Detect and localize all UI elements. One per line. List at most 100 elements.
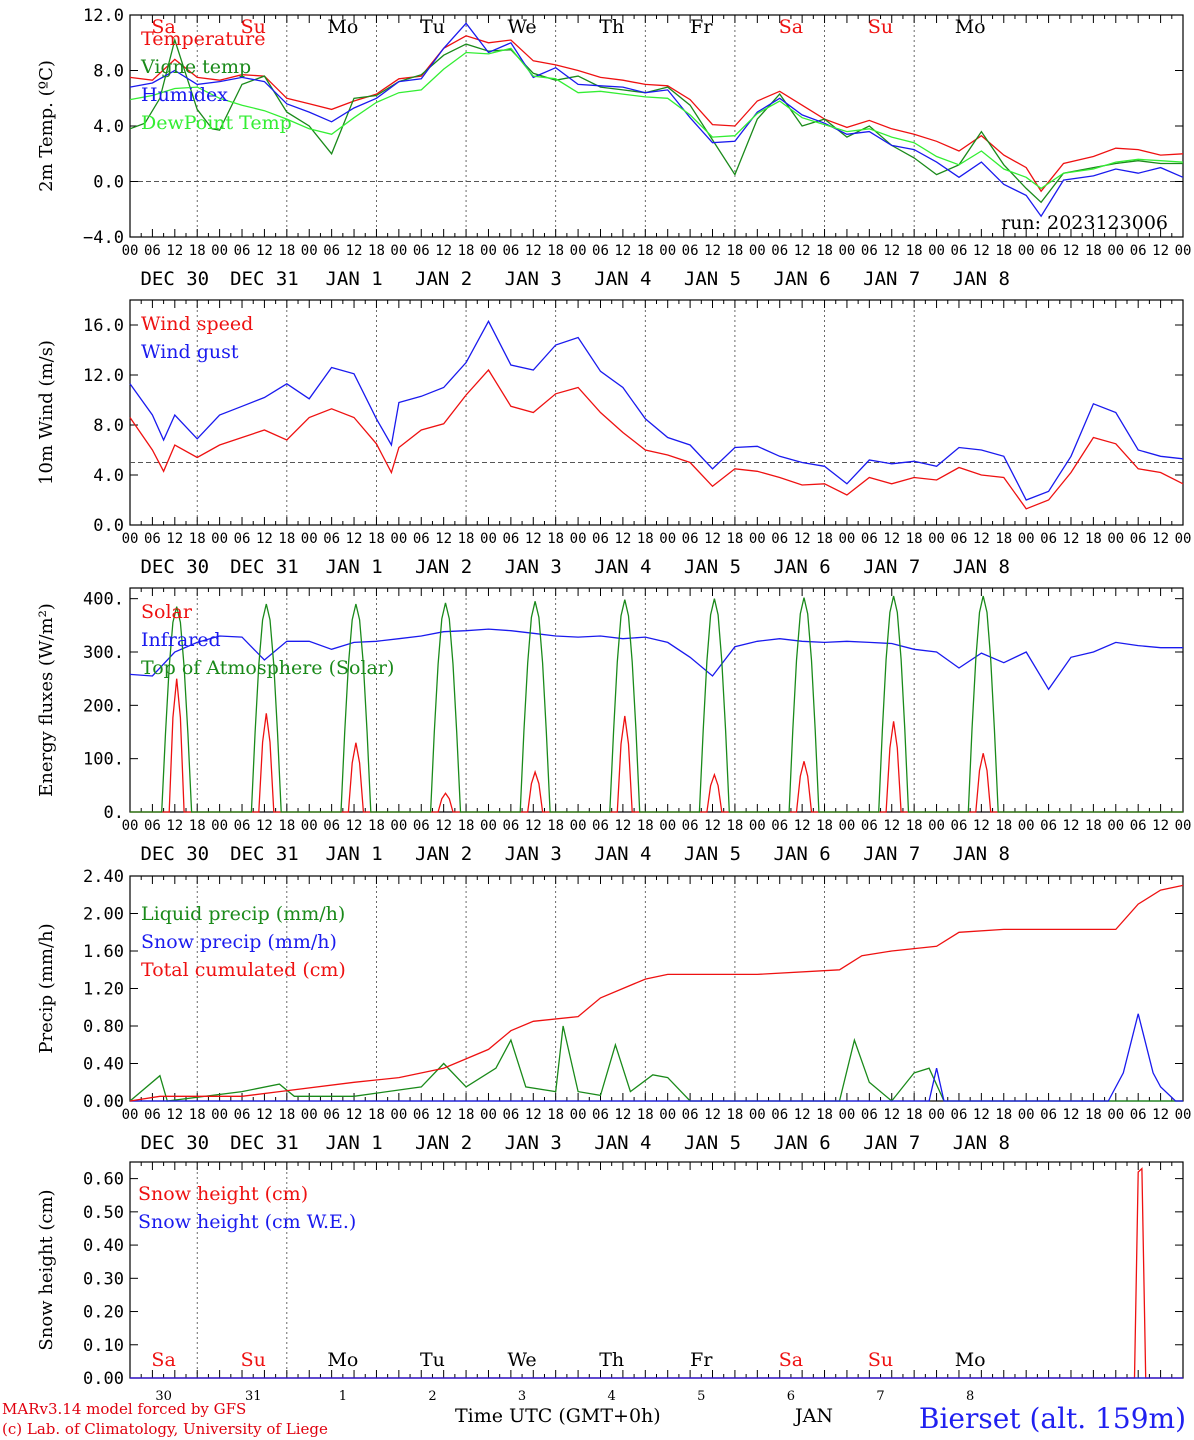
hour-tick-label: 12 bbox=[704, 531, 721, 547]
day-label: JAN 8 bbox=[953, 1132, 1010, 1154]
legend-snow-height-cm-w-e-: Snow height (cm W.E.) bbox=[138, 1211, 356, 1233]
day-label: JAN 2 bbox=[415, 556, 472, 578]
day-label: JAN 3 bbox=[505, 1132, 562, 1154]
panel-3 bbox=[129, 587, 1184, 813]
y-tick-label: 12.0 bbox=[83, 6, 124, 26]
weekday-label: Mo bbox=[955, 16, 986, 38]
hour-tick-label: 06 bbox=[1040, 531, 1057, 547]
hour-tick-label: 06 bbox=[234, 531, 251, 547]
y-axis-label: Energy fluxes (W/m²) bbox=[36, 603, 57, 797]
hour-tick-label: 12 bbox=[166, 243, 183, 259]
weekday-label: Sa bbox=[151, 1349, 175, 1371]
legend-solar: Solar bbox=[141, 601, 193, 623]
hour-tick-label: 06 bbox=[861, 243, 878, 259]
hour-tick-label: 00 bbox=[1107, 1107, 1124, 1123]
hour-tick-label: 18 bbox=[726, 531, 743, 547]
y-tick-label: 12.0 bbox=[83, 366, 124, 386]
legend-vigne-temp: Vigne temp bbox=[140, 56, 251, 78]
y-tick-label: 100. bbox=[83, 750, 124, 770]
hour-tick-label: 12 bbox=[166, 1107, 183, 1123]
hour-tick-label: 12 bbox=[166, 818, 183, 834]
weekday-label: We bbox=[507, 1349, 536, 1371]
hour-tick-label: 18 bbox=[278, 818, 295, 834]
weekday-label: Su bbox=[241, 16, 266, 38]
hour-tick-label: 18 bbox=[368, 531, 385, 547]
y-axis-label: 10m Wind (m/s) bbox=[36, 340, 57, 485]
hour-tick-label: 06 bbox=[413, 818, 430, 834]
x-axis-label: Time UTC (GMT+0h) bbox=[455, 1405, 661, 1427]
hour-tick-label: 06 bbox=[682, 1107, 699, 1123]
hour-tick-label: 00 bbox=[211, 1107, 228, 1123]
hour-tick-label: 12 bbox=[973, 531, 990, 547]
hour-tick-label: 18 bbox=[816, 818, 833, 834]
day-label: JAN 4 bbox=[594, 843, 651, 865]
hour-tick-label: 18 bbox=[1085, 243, 1102, 259]
day-label: JAN 6 bbox=[774, 1132, 831, 1154]
y-tick-label: 300. bbox=[83, 643, 124, 663]
bottom-day-number: 31 bbox=[245, 1389, 262, 1404]
hour-tick-label: 18 bbox=[816, 1107, 833, 1123]
weekday-label: Tu bbox=[420, 1349, 445, 1371]
hour-tick-label: 18 bbox=[637, 1107, 654, 1123]
hour-tick-label: 18 bbox=[368, 818, 385, 834]
hour-tick-label: 18 bbox=[906, 243, 923, 259]
hour-tick-label: 12 bbox=[256, 531, 273, 547]
hour-tick-label: 18 bbox=[547, 818, 564, 834]
y-tick-label: 2.00 bbox=[83, 905, 124, 925]
hour-tick-label: 00 bbox=[928, 818, 945, 834]
hour-tick-label: 12 bbox=[973, 243, 990, 259]
hour-tick-label: 18 bbox=[458, 818, 475, 834]
day-label: JAN 1 bbox=[325, 268, 382, 290]
y-tick-label: 2.40 bbox=[83, 867, 124, 887]
hour-tick-label: 12 bbox=[1063, 818, 1080, 834]
y-tick-label: 0.80 bbox=[83, 1017, 124, 1037]
y-tick-label: 0.60 bbox=[83, 1170, 124, 1190]
series-line-vigne-temp bbox=[129, 37, 1183, 204]
bottom-day-number: 3 bbox=[518, 1389, 526, 1404]
hour-tick-label: 00 bbox=[749, 531, 766, 547]
hour-tick-label: 18 bbox=[547, 531, 564, 547]
day-label: DEC 31 bbox=[230, 1132, 299, 1154]
hour-tick-label: 12 bbox=[973, 818, 990, 834]
day-label: JAN 5 bbox=[684, 1132, 741, 1154]
hour-tick-label: 12 bbox=[1152, 1107, 1169, 1123]
hour-tick-label: 06 bbox=[502, 1107, 519, 1123]
day-label: JAN 8 bbox=[953, 556, 1010, 578]
hour-tick-label: 12 bbox=[883, 818, 900, 834]
hour-tick-label: 18 bbox=[1085, 1107, 1102, 1123]
day-label: JAN 6 bbox=[774, 268, 831, 290]
legend-infrared: Infrared bbox=[141, 629, 221, 651]
day-label: DEC 30 bbox=[140, 556, 209, 578]
hour-tick-label: 06 bbox=[951, 818, 968, 834]
hour-tick-label: 18 bbox=[816, 531, 833, 547]
hour-tick-label: 06 bbox=[951, 243, 968, 259]
y-tick-label: −4.0 bbox=[83, 228, 124, 248]
hour-tick-label: 18 bbox=[995, 1107, 1012, 1123]
hour-tick-label: 12 bbox=[525, 243, 542, 259]
hour-tick-label: 00 bbox=[1175, 818, 1192, 834]
day-label: JAN 2 bbox=[415, 843, 472, 865]
hour-tick-label: 18 bbox=[278, 531, 295, 547]
hour-tick-label: 18 bbox=[637, 531, 654, 547]
hour-tick-label: 18 bbox=[726, 818, 743, 834]
weekday-label: Sa bbox=[779, 1349, 803, 1371]
y-tick-label: 0.50 bbox=[83, 1203, 124, 1223]
hour-tick-label: 00 bbox=[659, 818, 676, 834]
hour-tick-label: 12 bbox=[346, 243, 363, 259]
hour-tick-label: 06 bbox=[413, 531, 430, 547]
hour-tick-label: 00 bbox=[1107, 818, 1124, 834]
series-line-dewpoint-temp bbox=[129, 47, 1184, 190]
hour-tick-label: 18 bbox=[458, 1107, 475, 1123]
weekday-label: Th bbox=[599, 16, 624, 38]
hour-tick-label: 00 bbox=[480, 531, 497, 547]
y-tick-label: 8.0 bbox=[93, 416, 124, 436]
series-line-liquid-precip-mm-h- bbox=[129, 1025, 1183, 1102]
hour-tick-label: 00 bbox=[390, 531, 407, 547]
panel-1 bbox=[129, 14, 1184, 238]
hour-tick-label: 06 bbox=[502, 818, 519, 834]
hour-tick-label: 12 bbox=[883, 1107, 900, 1123]
hour-tick-label: 00 bbox=[1107, 531, 1124, 547]
weekday-label: Th bbox=[599, 1349, 624, 1371]
hour-tick-label: 06 bbox=[234, 1107, 251, 1123]
day-label: JAN 7 bbox=[863, 1132, 920, 1154]
